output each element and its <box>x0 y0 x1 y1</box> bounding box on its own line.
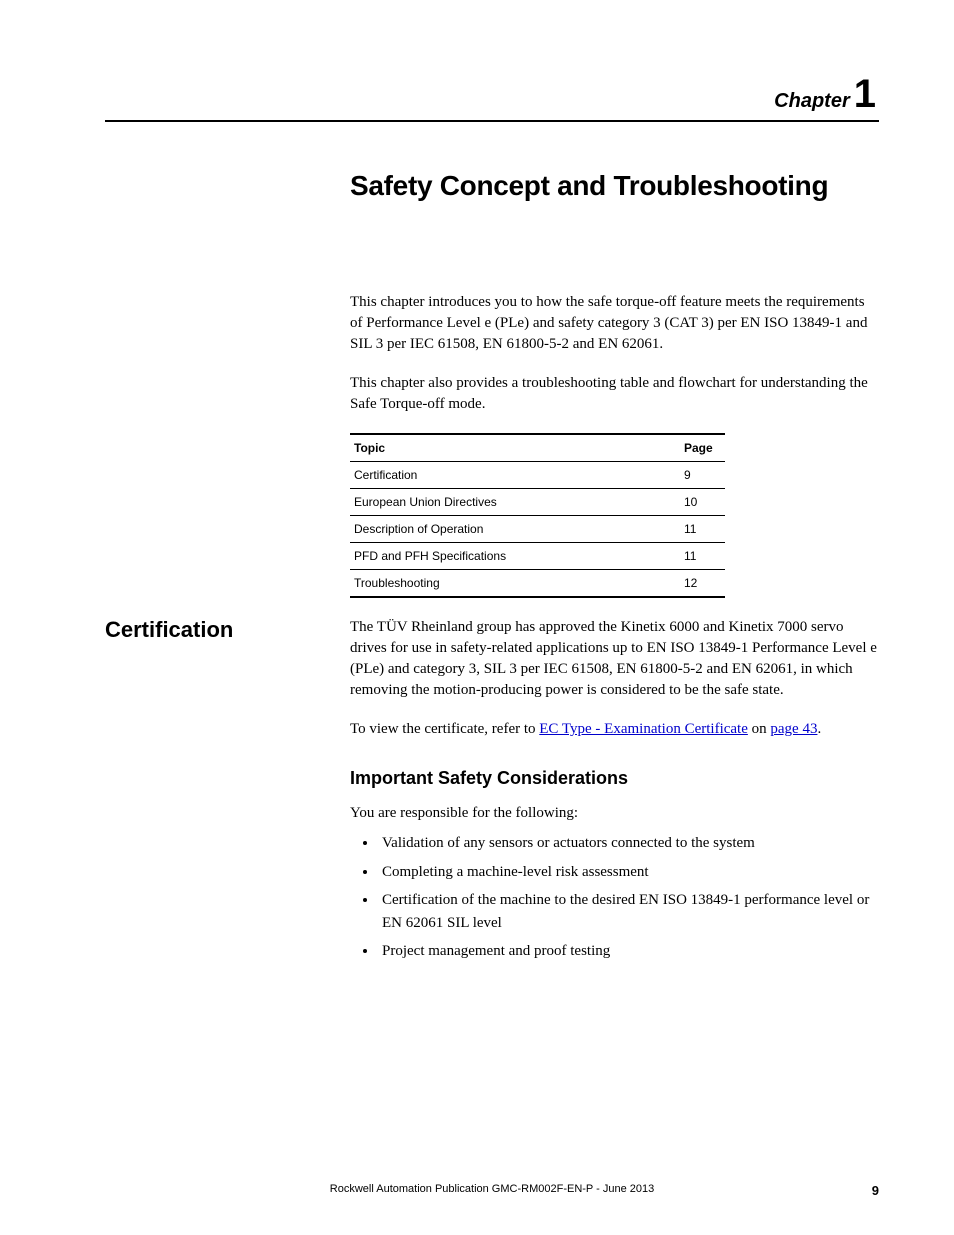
topic-table: Topic Page Certification 9 European Unio… <box>350 433 725 598</box>
main-column: Safety Concept and Troubleshooting This … <box>350 170 879 598</box>
text-fragment: . <box>817 721 821 737</box>
subheading-safety-considerations: Important Safety Considerations <box>350 768 879 789</box>
list-item: Project management and proof testing <box>378 940 879 963</box>
certification-paragraph-2: To view the certificate, refer to EC Typ… <box>350 719 879 740</box>
cell-page: 12 <box>680 570 725 598</box>
footer-publication: Rockwell Automation Publication GMC-RM00… <box>330 1183 654 1195</box>
cell-topic: Description of Operation <box>350 516 680 543</box>
certification-paragraph-1: The TÜV Rheinland group has approved the… <box>350 617 879 701</box>
cell-topic: Troubleshooting <box>350 570 680 598</box>
chapter-label: Chapter1 <box>774 72 876 117</box>
header-topic: Topic <box>350 434 680 462</box>
link-page-43[interactable]: page 43 <box>770 721 817 737</box>
cell-topic: Certification <box>350 462 680 489</box>
cell-page: 11 <box>680 543 725 570</box>
list-item: Validation of any sensors or actuators c… <box>378 832 879 855</box>
table-row: PFD and PFH Specifications 11 <box>350 543 725 570</box>
chapter-word: Chapter <box>774 90 850 112</box>
cell-page: 11 <box>680 516 725 543</box>
page-footer: Rockwell Automation Publication GMC-RM00… <box>105 1183 879 1195</box>
cell-page: 10 <box>680 489 725 516</box>
table-row: European Union Directives 10 <box>350 489 725 516</box>
footer-page-number: 9 <box>872 1183 879 1198</box>
certification-section: The TÜV Rheinland group has approved the… <box>350 617 879 969</box>
link-ec-type-cert[interactable]: EC Type - Examination Certificate <box>539 721 748 737</box>
table-header-row: Topic Page <box>350 434 725 462</box>
list-item: Completing a machine-level risk assessme… <box>378 861 879 884</box>
document-page: Chapter1 Safety Concept and Troubleshoot… <box>0 0 954 1235</box>
cell-page: 9 <box>680 462 725 489</box>
intro-paragraph-2: This chapter also provides a troubleshoo… <box>350 373 879 415</box>
safety-list: Validation of any sensors or actuators c… <box>378 832 879 963</box>
text-fragment: To view the certificate, refer to <box>350 721 539 737</box>
table-row: Description of Operation 11 <box>350 516 725 543</box>
chapter-number: 1 <box>854 72 876 116</box>
list-item: Certification of the machine to the desi… <box>378 889 879 934</box>
text-fragment: on <box>748 721 771 737</box>
section-heading-certification: Certification <box>105 617 233 643</box>
intro-paragraph-1: This chapter introduces you to how the s… <box>350 292 879 355</box>
cell-topic: European Union Directives <box>350 489 680 516</box>
divider-top <box>105 120 879 122</box>
table-row: Certification 9 <box>350 462 725 489</box>
header-page: Page <box>680 434 725 462</box>
page-title: Safety Concept and Troubleshooting <box>350 170 879 202</box>
cell-topic: PFD and PFH Specifications <box>350 543 680 570</box>
table-row: Troubleshooting 12 <box>350 570 725 598</box>
safety-lead: You are responsible for the following: <box>350 803 879 824</box>
